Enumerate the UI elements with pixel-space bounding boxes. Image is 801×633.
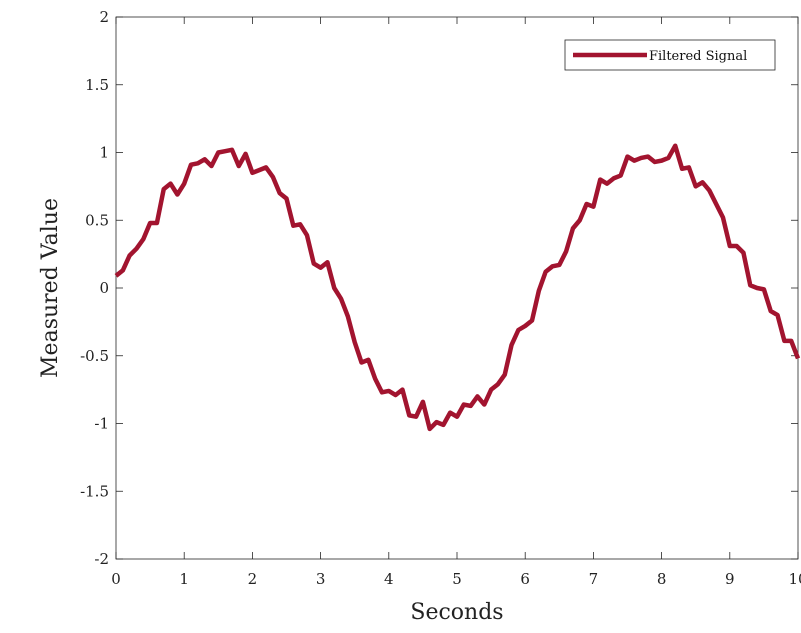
- y-tick-label: 1: [99, 144, 109, 162]
- series-layer: [114, 143, 801, 432]
- y-tick-label: -2: [94, 550, 109, 568]
- x-tick-label: 9: [725, 570, 735, 588]
- x-tick-label: 2: [248, 570, 258, 588]
- legend: Filtered Signal: [564, 39, 776, 71]
- x-tick-label: 10: [788, 570, 801, 588]
- y-tick-label: 2: [99, 8, 109, 26]
- series-line: [114, 143, 801, 432]
- y-tick-label: -1.5: [80, 482, 109, 500]
- tick-labels: 0 1 2 3 4 5 6 7 8 9 10 -2 -1.5 -1 -0.5 0 0.5 1 1.5 2: [80, 8, 801, 588]
- x-axis-title: Seconds: [410, 600, 503, 625]
- x-tick-label: 5: [452, 570, 462, 588]
- x-tick-label: 8: [657, 570, 667, 588]
- x-tick-label: 1: [179, 570, 189, 588]
- y-tick-label: 0.5: [85, 211, 109, 229]
- y-tick-label: -0.5: [80, 347, 109, 365]
- y-axis-title: Measured Value: [38, 198, 63, 378]
- y-tick-label: -1: [94, 415, 109, 433]
- x-tick-label: 0: [111, 570, 121, 588]
- x-tick-label: 6: [520, 570, 530, 588]
- axes-frame: [115, 16, 799, 560]
- x-tick-label: 7: [589, 570, 599, 588]
- y-tick-label: 0: [99, 279, 109, 297]
- y-tick-label: 1.5: [85, 76, 109, 94]
- x-tick-label: 4: [384, 570, 394, 588]
- axis-ticks: [115, 16, 799, 560]
- legend-label: Filtered Signal: [649, 49, 747, 64]
- x-tick-label: 3: [316, 570, 326, 588]
- plot-area: [115, 16, 799, 560]
